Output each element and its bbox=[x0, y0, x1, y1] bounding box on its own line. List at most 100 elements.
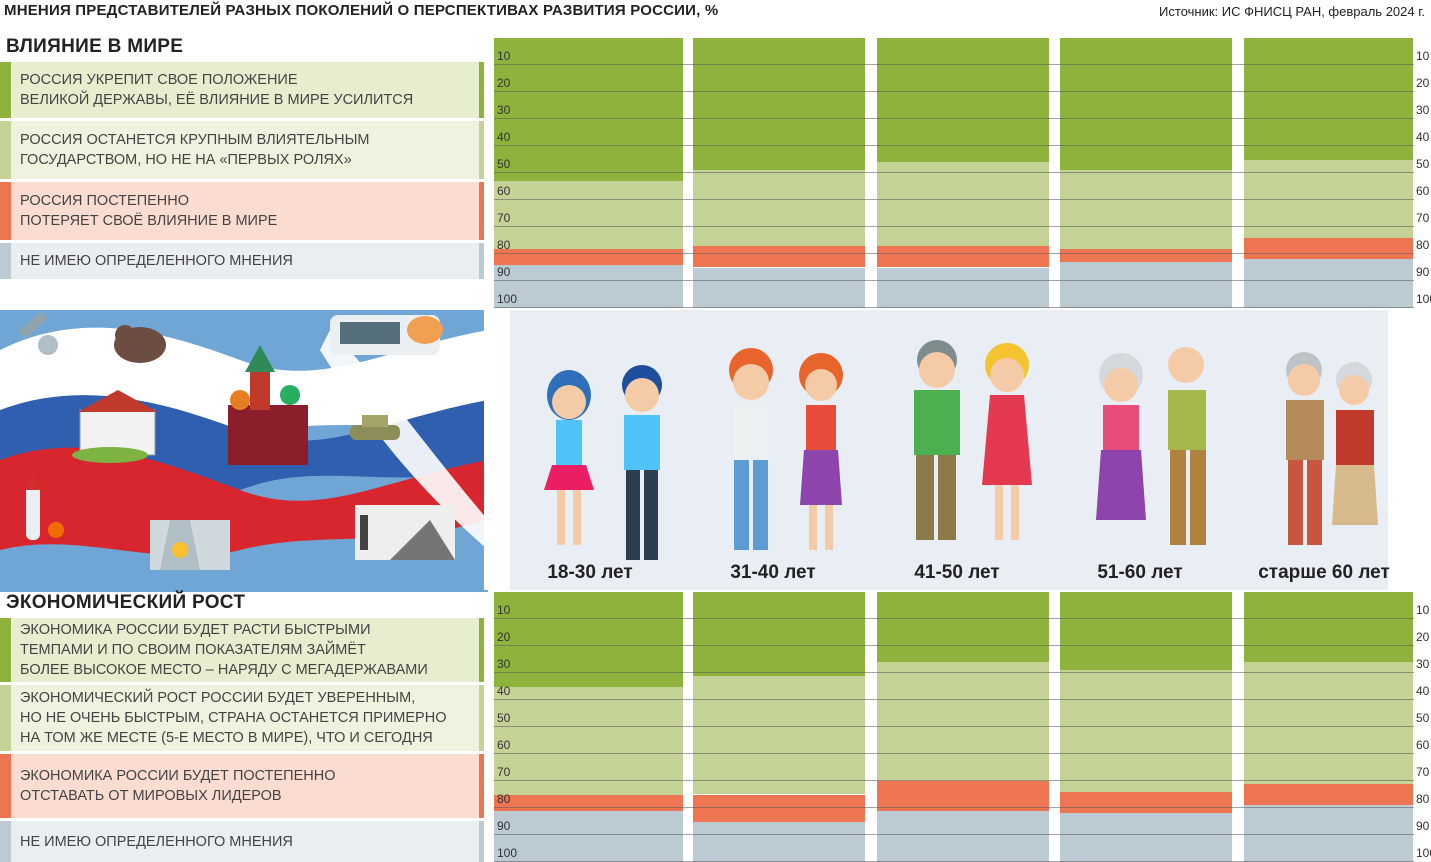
gridline bbox=[494, 118, 1414, 119]
people-group-60-plus bbox=[1286, 352, 1378, 545]
tick-label: 30 bbox=[1416, 657, 1430, 671]
bar-segment bbox=[494, 264, 683, 308]
tick-label: 60 bbox=[1416, 184, 1430, 198]
bar-segment bbox=[494, 686, 683, 795]
bar-segment bbox=[494, 592, 683, 687]
gridline bbox=[494, 91, 1414, 92]
bar-segment bbox=[877, 38, 1049, 163]
bar-segment bbox=[1244, 38, 1413, 160]
tick-label: 20 bbox=[1416, 630, 1430, 644]
bar-segment bbox=[877, 662, 1049, 781]
tick-label: 40 bbox=[1416, 684, 1430, 698]
bar-segment bbox=[1244, 259, 1413, 308]
age-label-18-30: 18-30 лет bbox=[547, 562, 633, 583]
bar-segment bbox=[1060, 38, 1232, 171]
tick-label: 20 bbox=[1416, 76, 1430, 90]
power-plant-icon bbox=[150, 520, 230, 570]
age-label-51-60: 51-60 лет bbox=[1097, 562, 1183, 583]
gridline bbox=[494, 726, 1414, 727]
bar-segment bbox=[693, 794, 865, 822]
age-label-60-plus: старше 60 лет bbox=[1258, 562, 1390, 583]
satellite-icon bbox=[18, 311, 58, 355]
bar-segment bbox=[877, 781, 1049, 811]
rocket-icon bbox=[26, 472, 64, 540]
tank-icon bbox=[350, 415, 400, 440]
legend-label: НЕ ИМЕЮ ОПРЕДЕЛЕННОГО МНЕНИЯ bbox=[20, 833, 293, 850]
age-label-41-50: 41-50 лет bbox=[914, 562, 1000, 583]
bar-segment bbox=[1060, 813, 1232, 862]
bar-column bbox=[693, 38, 865, 308]
tick-label: 90 bbox=[1416, 265, 1430, 279]
tick-label: 90 bbox=[497, 265, 511, 279]
oil-industry-icon bbox=[355, 505, 455, 560]
source-note: Источник: ИС ФНИСЦ РАН, февраль 2024 г. bbox=[1159, 4, 1425, 19]
bar-segment bbox=[1244, 805, 1413, 862]
legend-item-influence-none: НЕ ИМЕЮ ОПРЕДЕЛЕННОГО МНЕНИЯ bbox=[0, 243, 484, 279]
legend-label: РОССИЯ ОСТАНЕТСЯ КРУПНЫМ ВЛИЯТЕЛЬНЫМ ГОС… bbox=[20, 132, 370, 168]
legend-label: РОССИЯ УКРЕПИТ СВОЕ ПОЛОЖЕНИЕ ВЕЛИКОЙ ДЕ… bbox=[20, 72, 414, 108]
tick-label: 60 bbox=[497, 738, 511, 752]
bar-column bbox=[494, 592, 683, 862]
bar-segment bbox=[693, 675, 865, 795]
gridline bbox=[494, 253, 1414, 254]
gridline bbox=[494, 672, 1414, 673]
tick-label: 80 bbox=[497, 238, 511, 252]
russia-illustration bbox=[0, 290, 488, 592]
tick-label: 20 bbox=[497, 76, 511, 90]
legend-item-economy-medium: ЭКОНОМИЧЕСКИЙ РОСТ РОССИИ БУДЕТ УВЕРЕННЫ… bbox=[0, 685, 484, 751]
influence-chart: 10 10 20 20 30 30 40 40 50 50 60 60 70 70 80 80 90 90 100 1… bbox=[484, 38, 1431, 308]
page-title: МНЕНИЯ ПРЕДСТАВИТЕЛЕЙ РАЗНЫХ ПОКОЛЕНИЙ О… bbox=[4, 2, 719, 19]
bar-segment bbox=[1244, 662, 1413, 784]
bar-segment bbox=[494, 248, 683, 265]
legend-label: ЭКОНОМИЧЕСКИЙ РОСТ РОССИИ БУДЕТ УВЕРЕННЫ… bbox=[20, 690, 447, 746]
farm-icon bbox=[72, 390, 158, 463]
bar-segment bbox=[877, 267, 1049, 308]
tick-label: 100 bbox=[497, 846, 518, 860]
people-group-18-30 bbox=[544, 365, 662, 560]
bar-segment bbox=[693, 38, 865, 171]
tick-label: 40 bbox=[497, 684, 511, 698]
gridline bbox=[494, 753, 1414, 754]
generations-illustration bbox=[484, 310, 1414, 590]
bar-column bbox=[1244, 38, 1413, 308]
bar-segment bbox=[1244, 592, 1413, 663]
people-group-31-40 bbox=[729, 348, 843, 550]
harvester-icon bbox=[330, 315, 443, 355]
bar-segment bbox=[1060, 170, 1232, 249]
gridline bbox=[494, 64, 1414, 65]
legend-label: ЭКОНОМИКА РОССИИ БУДЕТ РАСТИ БЫСТРЫМИ ТЕ… bbox=[20, 622, 428, 678]
tick-label: 40 bbox=[497, 130, 511, 144]
tick-label: 70 bbox=[1416, 211, 1430, 225]
section-title-economy: ЭКОНОМИЧЕСКИЙ РОСТ bbox=[6, 592, 246, 613]
tick-label: 60 bbox=[497, 184, 511, 198]
kremlin-icon bbox=[228, 345, 308, 465]
people-group-51-60 bbox=[1096, 347, 1206, 545]
tick-label: 10 bbox=[1416, 49, 1430, 63]
gridline bbox=[494, 780, 1414, 781]
tick-label: 50 bbox=[1416, 157, 1430, 171]
tick-label: 40 bbox=[1416, 130, 1430, 144]
legend-item-economy-negative: ЭКОНОМИКА РОССИИ БУДЕТ ПОСТЕПЕННО ОТСТАВ… bbox=[0, 754, 484, 818]
gridline bbox=[494, 645, 1414, 646]
gridline bbox=[494, 807, 1414, 808]
legend-item-economy-none: НЕ ИМЕЮ ОПРЕДЕЛЕННОГО МНЕНИЯ bbox=[0, 821, 484, 862]
tick-label: 70 bbox=[497, 211, 511, 225]
tick-label: 30 bbox=[497, 103, 511, 117]
bar-segment bbox=[494, 181, 683, 249]
gridline bbox=[494, 280, 1414, 281]
bar-segment bbox=[693, 821, 865, 862]
legend-item-influence-strong: РОССИЯ УКРЕПИТ СВОЕ ПОЛОЖЕНИЕ ВЕЛИКОЙ ДЕ… bbox=[0, 62, 484, 118]
bar-segment bbox=[693, 267, 865, 308]
bar-segment bbox=[693, 245, 865, 268]
tick-label: 50 bbox=[497, 157, 511, 171]
tick-label: 50 bbox=[1416, 711, 1430, 725]
tick-label: 10 bbox=[1416, 603, 1430, 617]
bar-column bbox=[1060, 38, 1232, 308]
tick-label: 100 bbox=[497, 292, 518, 306]
bar-column bbox=[1060, 592, 1232, 862]
section-title-influence: ВЛИЯНИЕ В МИРЕ bbox=[6, 36, 184, 57]
tick-label: 30 bbox=[497, 657, 511, 671]
legend-label: НЕ ИМЕЮ ОПРЕДЕЛЕННОГО МНЕНИЯ bbox=[20, 253, 293, 269]
bar-column bbox=[1244, 592, 1413, 862]
bar-segment bbox=[1060, 670, 1232, 792]
